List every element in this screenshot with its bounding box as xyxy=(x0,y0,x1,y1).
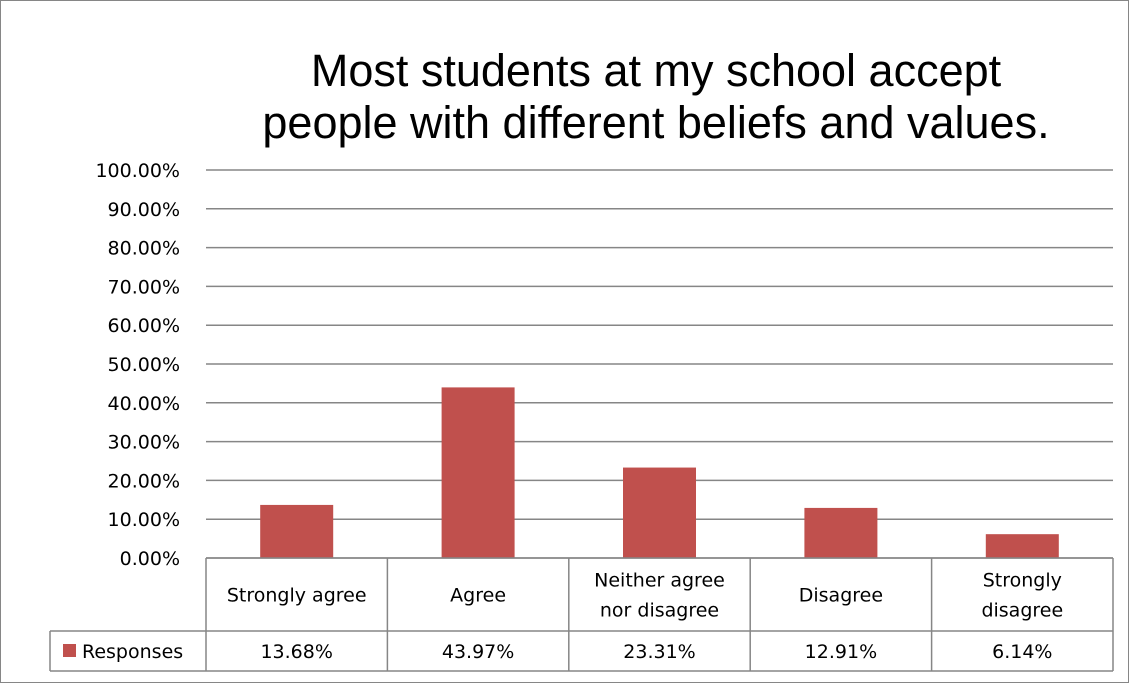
data-table-value: 23.31% xyxy=(623,641,695,663)
bar xyxy=(623,467,696,558)
y-tick-label: 60.00% xyxy=(108,315,180,337)
y-tick-label: 70.00% xyxy=(108,276,180,298)
data-table-value: 12.91% xyxy=(805,641,877,663)
y-tick-label: 100.00% xyxy=(95,160,180,182)
y-tick-label: 0.00% xyxy=(120,548,180,570)
chart-title: Most students at my school acceptpeople … xyxy=(262,45,1049,148)
y-tick-label: 50.00% xyxy=(108,354,180,376)
legend-label: Responses xyxy=(82,641,183,663)
x-category-label: Strongly xyxy=(983,570,1062,592)
bars xyxy=(260,387,1059,558)
x-category-label: disagree xyxy=(981,600,1063,622)
y-tick-label: 30.00% xyxy=(108,432,180,454)
bar xyxy=(260,504,334,558)
y-axis-ticks: 0.00% 10.00% 20.00% 30.00% 40.00% 50.00% 60.00… xyxy=(95,160,180,570)
data-table-value: 43.97% xyxy=(442,641,514,663)
x-category-label: Neither agree xyxy=(594,570,725,592)
x-category-label: nor disagree xyxy=(600,600,719,622)
x-category-label: Strongly agree xyxy=(227,585,367,607)
y-tick-label: 20.00% xyxy=(108,470,180,492)
y-tick-label: 40.00% xyxy=(108,393,180,415)
legend-swatch xyxy=(63,644,76,657)
bar xyxy=(441,387,515,558)
chart-title-line: people with different beliefs and values… xyxy=(262,97,1049,148)
y-tick-label: 80.00% xyxy=(108,238,180,260)
data-table-value: 13.68% xyxy=(260,641,332,663)
data-table-value: 6.14% xyxy=(992,641,1052,663)
y-tick-label: 10.00% xyxy=(108,509,180,531)
bar xyxy=(804,507,878,558)
data-table: Strongly agree Agree Neither agree nor disa… xyxy=(49,557,1114,672)
y-tick-label: 90.00% xyxy=(108,199,180,221)
x-category-label: Disagree xyxy=(799,585,883,607)
x-category-label: Agree xyxy=(450,585,506,607)
bar xyxy=(985,534,1059,558)
chart-title-line: Most students at my school accept xyxy=(311,45,1002,96)
